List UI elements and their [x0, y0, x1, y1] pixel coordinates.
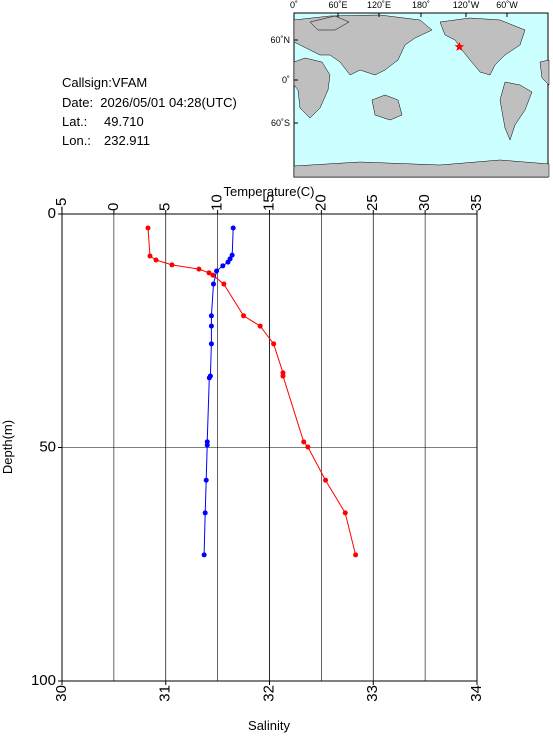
x2-tick-label: 34	[468, 685, 485, 702]
profile-point	[202, 510, 208, 516]
profile-point	[210, 281, 216, 287]
y-tick-label: 0	[48, 205, 56, 222]
profile-point	[147, 253, 153, 259]
south-america	[499, 81, 533, 141]
lat-label: Lat.:	[62, 114, 87, 129]
profile-point	[196, 266, 202, 272]
profile-point	[208, 341, 214, 347]
y-tick-label: 100	[31, 672, 56, 689]
profile-point	[323, 477, 329, 483]
profile-point	[280, 373, 286, 379]
profile-point	[210, 272, 216, 278]
x2-tick-label: 31	[157, 685, 174, 702]
africa-west	[539, 59, 550, 86]
lat-value: 49.710	[104, 114, 144, 129]
profile-point	[153, 257, 159, 263]
x-axis-title-top: Temperature(C)	[223, 184, 314, 199]
x2-tick-label: 33	[364, 685, 381, 702]
profile-point	[221, 281, 227, 287]
x-tick-label-top: 10	[209, 194, 226, 211]
callsign: Callsign:VFAM	[62, 75, 147, 90]
profile-point	[220, 263, 226, 269]
x-axis-title-bottom: Salinity	[248, 718, 290, 733]
map-lat-label: 60˚N	[270, 35, 290, 45]
x-tick-label-top: -5	[53, 198, 70, 211]
map-lon-label: 60˚W	[496, 0, 518, 10]
map-lon-label: 120˚W	[453, 0, 480, 10]
map-lon-label: 180˚	[412, 0, 430, 10]
profile-point	[305, 444, 311, 450]
lon-label: Lon.:	[62, 133, 91, 148]
profile-point	[353, 552, 359, 558]
map-lon-label: 60˚E	[328, 0, 347, 10]
profile-line	[203, 227, 234, 555]
australia	[371, 94, 403, 121]
profile-point	[230, 225, 236, 231]
station-marker	[454, 41, 465, 51]
profile-point	[229, 252, 235, 258]
map-lon-label: 0˚	[290, 0, 298, 10]
x-tick-label-top: 30	[416, 194, 433, 211]
profile-point	[204, 442, 210, 448]
africa	[293, 57, 331, 119]
profile-point	[214, 268, 220, 274]
antarctica	[293, 159, 550, 178]
profile-line	[147, 227, 357, 556]
date: Date: 2026/05/01 04:28(UTC)	[62, 95, 237, 110]
profile-point	[201, 552, 207, 558]
map-lat-label: 0˚	[282, 75, 290, 85]
map	[293, 12, 550, 178]
y-axis-title: Depth(m)	[0, 420, 15, 474]
map-lon-label: 120˚E	[367, 0, 391, 10]
profile-point	[208, 313, 214, 319]
profile-point	[225, 259, 231, 265]
map-lat-label: 60˚S	[271, 118, 290, 128]
x2-tick-label: 30	[53, 685, 70, 702]
profile-point	[208, 323, 214, 329]
profile-point	[301, 439, 307, 445]
y-tick-label: 50	[39, 438, 56, 455]
profile-point	[342, 510, 348, 516]
profile-point	[169, 262, 175, 268]
x-tick-label-top: 0	[105, 203, 122, 211]
x-tick-label-top: 20	[312, 194, 329, 211]
x-tick-label-top: 25	[364, 194, 381, 211]
profile-point	[241, 313, 247, 319]
x2-tick-label: 32	[260, 685, 277, 702]
profile-point	[203, 477, 209, 483]
profile-point	[206, 375, 212, 381]
profile-point	[257, 323, 263, 329]
profile-point	[206, 270, 212, 276]
greenland-arctic	[309, 15, 350, 31]
profile-point	[145, 225, 151, 231]
x-tick-label-top: 5	[157, 203, 174, 211]
map-land	[293, 14, 550, 178]
x-tick-label-top: 15	[260, 194, 277, 211]
profile-point	[271, 341, 277, 347]
lon-value: 232.911	[104, 133, 150, 148]
north-america	[439, 17, 526, 76]
x-tick-label-top: 35	[468, 194, 485, 211]
